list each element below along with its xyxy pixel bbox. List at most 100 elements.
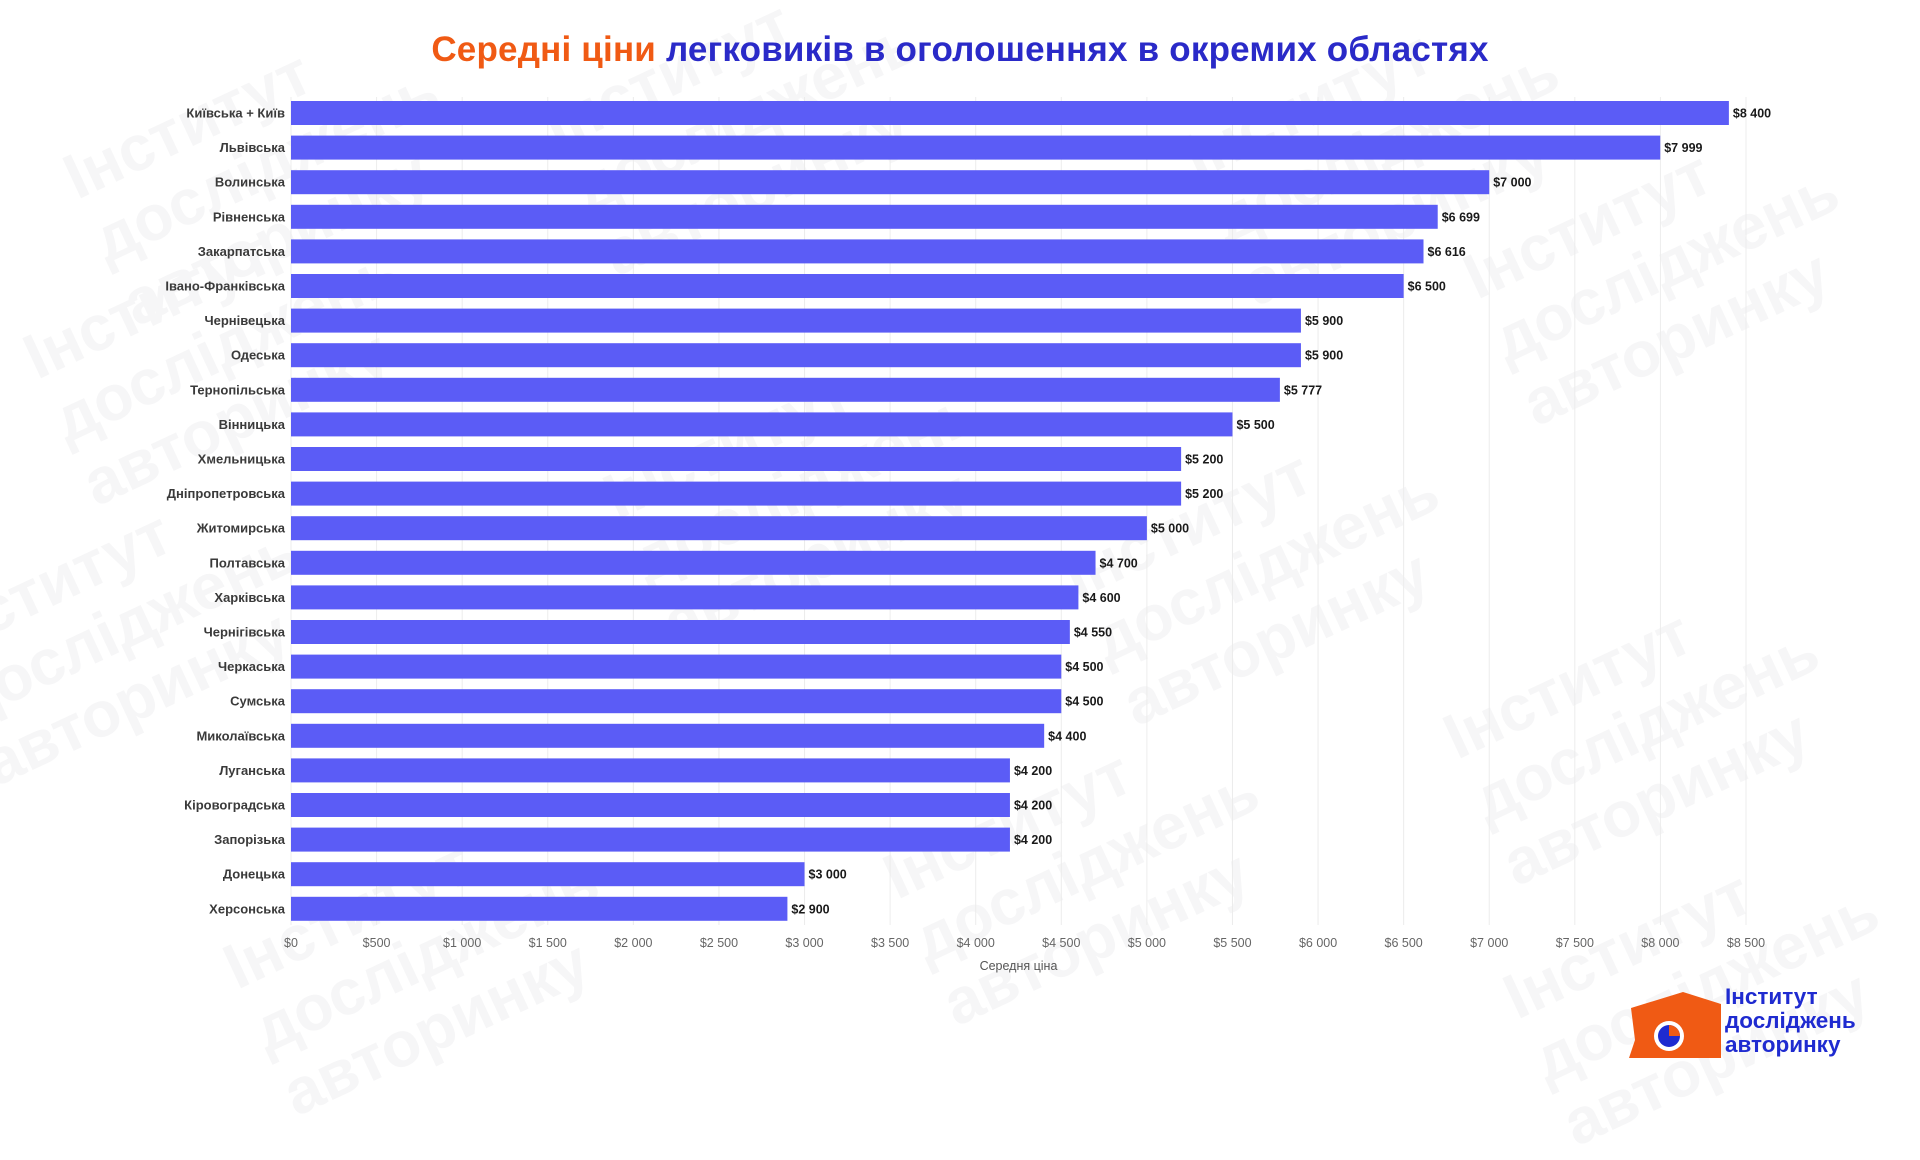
logo-text-line3: авторинку: [1725, 1032, 1841, 1057]
bar: [291, 793, 1010, 817]
category-label: Харківська: [214, 590, 285, 605]
chart-title-rest: легковиків в оголошеннях в окремих облас…: [656, 30, 1489, 69]
value-label: $5 777: [1284, 383, 1322, 397]
value-label: $6 500: [1408, 280, 1446, 294]
category-label: Полтавська: [210, 555, 286, 570]
x-tick-label: $6 500: [1385, 936, 1423, 950]
logo-text-line1: Інститут: [1725, 984, 1818, 1009]
value-label: $4 200: [1014, 799, 1052, 813]
value-label: $7 999: [1664, 141, 1702, 155]
category-label: Вінницька: [219, 417, 286, 432]
category-label: Херсонська: [209, 901, 286, 916]
x-tick-label: $1 500: [529, 936, 567, 950]
category-label: Київська + Київ: [186, 106, 285, 121]
bar: [291, 377, 1280, 402]
value-label: $7 000: [1493, 176, 1531, 190]
category-label: Тернопільська: [190, 382, 286, 397]
category-label: Запорізька: [214, 832, 286, 847]
category-label: Дніпропетровська: [167, 486, 286, 501]
bar: [291, 481, 1182, 506]
value-label: $4 550: [1074, 626, 1112, 640]
x-tick-label: $3 500: [871, 936, 909, 950]
x-tick-label: $8 000: [1641, 936, 1679, 950]
x-tick-label: $5 000: [1128, 936, 1166, 950]
category-label: Кіровоградська: [184, 798, 286, 813]
bar: [291, 758, 1010, 783]
x-tick-label: $7 500: [1556, 936, 1594, 950]
category-label: Чернівецька: [204, 313, 285, 328]
value-label: $4 700: [1100, 556, 1138, 570]
x-tick-label: $7 000: [1470, 936, 1508, 950]
bar: [291, 654, 1062, 679]
category-label: Чернігівська: [204, 625, 286, 640]
x-tick-label: $500: [363, 936, 391, 950]
x-tick-label: $5 500: [1213, 936, 1251, 950]
value-label: $5 000: [1151, 522, 1189, 536]
value-label: $8 400: [1733, 107, 1771, 121]
value-label: $5 900: [1305, 314, 1343, 328]
value-label: $5 200: [1185, 453, 1223, 467]
bar: [291, 516, 1147, 541]
x-tick-label: $1 000: [443, 936, 481, 950]
category-label: Луганська: [219, 763, 286, 778]
bar: [291, 896, 788, 921]
category-label: Івано-Франківська: [165, 279, 285, 294]
x-tick-label: $2 500: [700, 936, 738, 950]
bar: [291, 689, 1062, 714]
category-label: Рівненська: [213, 209, 286, 224]
bar: [291, 862, 805, 887]
bar: [291, 274, 1404, 298]
x-tick-label: $8 500: [1727, 936, 1765, 950]
logo: Інститут досліджень авторинку: [1625, 985, 1895, 1065]
logo-mark-icon: [1629, 992, 1721, 1058]
x-tick-label: $4 500: [1042, 936, 1080, 950]
category-label: Одеська: [231, 348, 286, 363]
bar: [291, 204, 1438, 229]
value-label: $4 400: [1048, 729, 1086, 743]
value-label: $4 200: [1014, 764, 1052, 778]
category-label: Житомирська: [196, 521, 286, 536]
bar: [291, 239, 1424, 264]
x-axis-title: Середня ціна: [980, 959, 1058, 973]
value-label: $4 600: [1082, 591, 1120, 605]
category-label: Закарпатська: [198, 244, 286, 259]
bar: [291, 827, 1010, 852]
value-label: $6 616: [1428, 245, 1466, 259]
bar: [291, 550, 1096, 575]
bar-chart: Київська + Київ $8 400 Львівська $7 999 Воли…: [165, 97, 1771, 973]
category-label: Львівська: [220, 140, 286, 155]
bar: [291, 723, 1045, 748]
category-label: Донецька: [223, 867, 286, 882]
value-label: $4 200: [1014, 833, 1052, 847]
bar: [291, 620, 1070, 644]
bar: [291, 308, 1301, 333]
bar: [291, 101, 1729, 125]
bar: [291, 447, 1182, 471]
x-tick-label: $6 000: [1299, 936, 1337, 950]
value-label: $6 699: [1442, 210, 1480, 224]
value-label: $5 500: [1236, 418, 1274, 432]
value-label: $2 900: [791, 902, 829, 916]
bar: [291, 343, 1301, 368]
value-label: $4 500: [1065, 660, 1103, 674]
chart-title: Середні ціни легковиків в оголошеннях в …: [0, 30, 1920, 70]
category-label: Хмельницька: [198, 452, 286, 467]
category-label: Миколаївська: [196, 728, 285, 743]
value-label: $4 500: [1065, 695, 1103, 709]
value-label: $5 200: [1185, 487, 1223, 501]
logo-text-line2: досліджень: [1725, 1008, 1856, 1033]
category-label: Черкаська: [218, 659, 286, 674]
bar: [291, 135, 1661, 160]
bar: [291, 585, 1079, 610]
category-label: Сумська: [230, 694, 286, 709]
x-tick-label: $4 000: [957, 936, 995, 950]
category-label: Волинська: [215, 175, 286, 190]
x-tick-label: $3 000: [785, 936, 823, 950]
bar: [291, 412, 1233, 437]
chart-title-highlight: Середні ціни: [431, 30, 657, 69]
x-tick-label: $0: [284, 936, 298, 950]
value-label: $3 000: [809, 868, 847, 882]
x-tick-label: $2 000: [614, 936, 652, 950]
bar: [291, 170, 1490, 195]
value-label: $5 900: [1305, 349, 1343, 363]
